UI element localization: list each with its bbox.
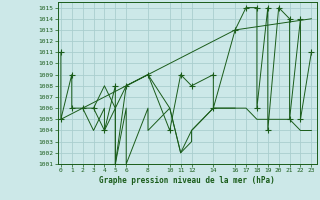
X-axis label: Graphe pression niveau de la mer (hPa): Graphe pression niveau de la mer (hPa) [99,176,275,185]
